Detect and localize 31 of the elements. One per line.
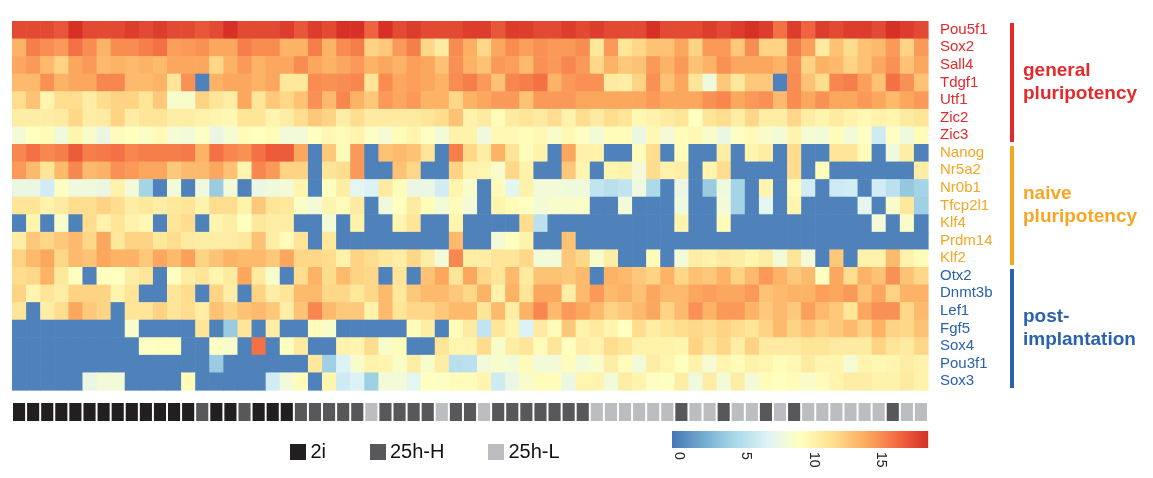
y-tick-label: Dnmt3b — [940, 283, 993, 301]
legend-label: 2i — [310, 440, 326, 463]
color-bar-label: 10 — [806, 452, 823, 468]
text: post-implantation — [1023, 305, 1136, 350]
y-tick-label: Nr0b1 — [940, 178, 981, 196]
y-tick-label: Nanog — [940, 142, 985, 160]
y-tick-label: Zic2 — [940, 107, 969, 125]
y-tick-label: Zic3 — [940, 125, 969, 143]
y-tick-label: Tfcp2l1 — [940, 195, 990, 213]
y-tick-label: Klf2 — [940, 248, 966, 266]
y-tick-label: Utf1 — [940, 90, 968, 108]
y-tick-label: Pou5f1 — [940, 19, 988, 37]
text: naive pluripotency — [1023, 182, 1138, 227]
color-bar-label: 5 — [739, 452, 756, 460]
text: general pluripotency — [1023, 59, 1138, 104]
color-bar-label: 15 — [873, 452, 890, 468]
y-tick-label: Prdm14 — [940, 230, 993, 248]
y-tick-label: Sox4 — [940, 336, 975, 354]
y-tick-label: Otx2 — [940, 265, 972, 283]
y-tick-label: Sox2 — [940, 37, 975, 55]
legend-label: 25h-H — [389, 440, 445, 463]
legend-label: 25h-L — [508, 440, 560, 463]
y-tick-label: Lef1 — [940, 301, 970, 319]
y-tick-label: Sox3 — [940, 371, 975, 389]
y-tick-label: Sall4 — [940, 55, 974, 73]
y-tick-label: Klf4 — [940, 213, 966, 231]
y-tick-label: Tdgf1 — [940, 72, 979, 90]
y-tick-label: Fgf5 — [940, 318, 971, 336]
color-bar-label: 0 — [671, 452, 688, 460]
y-tick-label: Pou3f1 — [940, 353, 988, 371]
y-tick-label: Nr5a2 — [940, 160, 981, 178]
